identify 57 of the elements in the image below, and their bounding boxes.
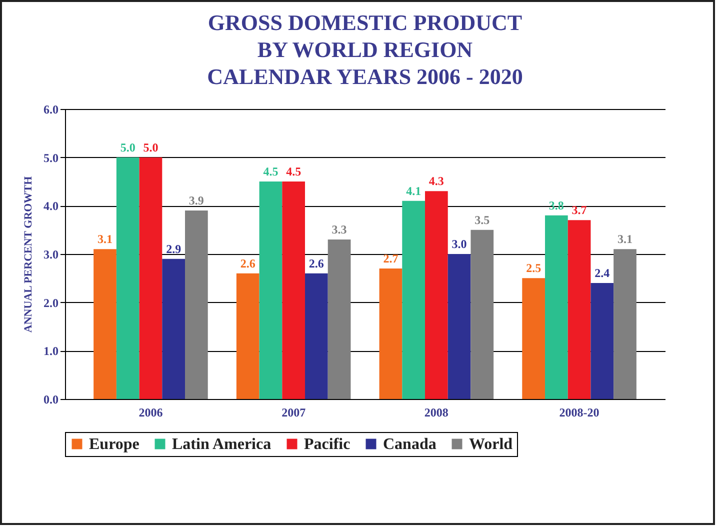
bar	[614, 249, 636, 399]
data-label: 2.5	[526, 261, 542, 276]
data-label: 3.3	[332, 222, 347, 236]
data-label: 3.7	[572, 203, 587, 218]
legend-label: Canada	[383, 436, 436, 453]
bar	[470, 230, 494, 399]
bar	[185, 210, 208, 399]
bar	[236, 273, 260, 399]
data-label: 5.0	[120, 140, 136, 154]
data-label: 2.7	[383, 252, 398, 266]
data-label: 3.0	[452, 237, 467, 251]
legend-label: Pacific	[304, 436, 350, 453]
bar	[448, 254, 471, 399]
bar	[590, 283, 614, 399]
data-label: 4.5	[263, 164, 278, 178]
x-tick-label: 2007	[282, 406, 306, 420]
bar	[328, 240, 351, 399]
data-label: 4.5	[286, 164, 302, 178]
x-tick-label: 2008	[424, 406, 448, 420]
y-tick-label: 2.0	[44, 296, 58, 310]
y-tick-label: 1.0	[44, 344, 58, 358]
bar	[402, 200, 425, 399]
data-label: 3.5	[474, 212, 490, 227]
bar	[545, 215, 568, 399]
chart-title: GROSS DOMESTIC PRODUCT BY WORLD REGION CALENDAR YEARS 2006 - 2020	[207, 10, 523, 89]
y-tick-label: 4.0	[44, 199, 58, 214]
y-tick-label: 0.0	[44, 392, 58, 406]
x-tick-label: 2006	[138, 406, 163, 420]
data-label: 2.4	[594, 266, 610, 280]
bar	[425, 191, 448, 399]
bar	[305, 273, 328, 399]
y-tick-label: 3.0	[44, 248, 58, 262]
bar	[568, 220, 591, 399]
x-tick-label: 2008-20	[559, 406, 600, 420]
bar	[379, 268, 402, 399]
data-label: 4.1	[406, 184, 422, 198]
data-label: 2.6	[240, 256, 256, 270]
legend-label: Latin America	[172, 436, 272, 453]
data-label: 5.0	[143, 140, 158, 154]
bar	[162, 258, 185, 399]
bar	[94, 249, 116, 399]
data-label: 3.9	[188, 194, 204, 208]
legend-label: World	[469, 436, 513, 453]
data-label: 3.1	[618, 232, 632, 246]
bar	[116, 157, 140, 399]
data-label: 3.1	[98, 232, 112, 246]
bar	[259, 182, 282, 399]
y-tick-label: 6.0	[44, 102, 58, 116]
bar	[282, 182, 305, 399]
data-label: 4.3	[428, 174, 444, 188]
data-label: 2.9	[166, 242, 182, 256]
y-axis-title: ANNUAL PERCENT GROWTH	[22, 176, 34, 333]
legend-label: Europe	[89, 436, 140, 453]
bar	[139, 157, 162, 399]
data-label: 2.6	[308, 256, 324, 270]
y-tick-label: 5.0	[44, 150, 58, 165]
bar	[522, 278, 545, 399]
